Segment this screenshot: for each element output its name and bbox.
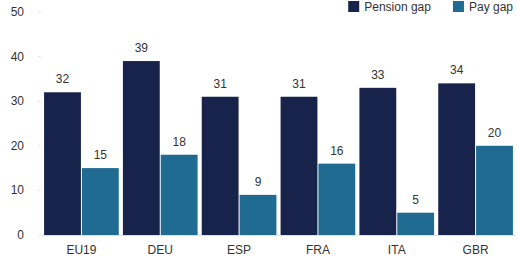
legend-label: Pay gap [469, 0, 513, 14]
data-label: 5 [412, 193, 419, 207]
data-label: 9 [255, 175, 262, 189]
y-tick-label: 10 [11, 183, 25, 197]
data-label: 34 [450, 63, 464, 77]
y-tick-label: 30 [11, 94, 25, 108]
legend-label: Pension gap [364, 0, 431, 14]
bar [123, 61, 160, 235]
data-label: 31 [213, 77, 227, 91]
legend: Pension gap Pay gap [348, 0, 513, 14]
bar [397, 213, 434, 235]
x-tick-label: GBR [463, 243, 489, 257]
x-tick-label: ESP [227, 243, 251, 257]
y-tick [38, 56, 41, 57]
bar [476, 146, 513, 235]
y-tick-label: 50 [11, 5, 25, 19]
y-tick [38, 190, 41, 191]
legend-swatch [453, 1, 464, 12]
data-label: 18 [172, 135, 186, 149]
y-tick [38, 145, 41, 146]
bar [318, 164, 355, 235]
data-label: 31 [292, 77, 306, 91]
y-tick-label: 20 [11, 139, 25, 153]
x-axis-line [42, 235, 515, 236]
x-tick-label: ITA [388, 243, 406, 257]
data-label: 32 [56, 72, 70, 86]
data-label: 33 [371, 68, 385, 82]
bar [44, 92, 81, 235]
bar [202, 97, 239, 235]
chart-root: 0 10 20 30 40 50 32 15 39 18 31 9 31 16 33 5 34 20 EU19 DEU… [0, 0, 517, 265]
bar [438, 83, 475, 235]
chart-svg: 0 10 20 30 40 50 32 15 39 18 31 9 31 16 33 5 34 20 EU19 DEU… [0, 0, 517, 265]
y-tick-label: 40 [11, 50, 25, 64]
bar [82, 168, 119, 235]
data-label: 16 [330, 144, 344, 158]
y-tick [38, 101, 41, 102]
bar [359, 88, 396, 235]
data-label: 15 [94, 148, 108, 162]
legend-swatch [348, 1, 359, 12]
legend-item: Pay gap [453, 0, 513, 14]
x-tick-label: DEU [148, 243, 173, 257]
data-label: 39 [135, 41, 149, 55]
bar [281, 97, 318, 235]
y-tick [38, 12, 41, 13]
x-tick-label: EU19 [66, 243, 96, 257]
data-label: 20 [488, 126, 502, 140]
bar [161, 155, 198, 235]
data-labels: 32 15 39 18 31 9 31 16 33 5 34 20 [56, 41, 502, 207]
bar [240, 195, 277, 235]
y-tick-label: 0 [17, 228, 24, 242]
y-tick [38, 235, 41, 236]
x-tick-label: FRA [306, 243, 330, 257]
bars [44, 61, 513, 235]
legend-item: Pension gap [348, 0, 431, 14]
